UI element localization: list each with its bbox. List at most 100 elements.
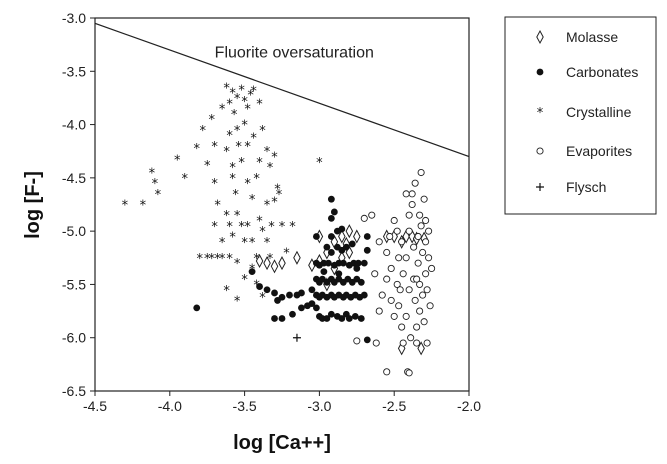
crystalline-point: * [274, 183, 281, 198]
crystalline-point: * [238, 220, 245, 235]
crystalline-point: * [267, 161, 274, 176]
crystalline-point: * [259, 291, 266, 306]
carbonates-point [357, 315, 365, 322]
carbonates-point [342, 243, 350, 251]
carbonates-point [263, 286, 271, 294]
crystalline-point: * [140, 199, 147, 214]
evaporites-point [419, 291, 427, 299]
crystalline-point: * [219, 252, 226, 267]
molasse-point [255, 253, 264, 269]
evaporites-point [420, 195, 428, 203]
x-tick-label: -4.0 [158, 398, 182, 414]
carbonates-point [256, 283, 263, 290]
evaporites-point [411, 179, 419, 187]
evaporites-point [405, 227, 413, 235]
crystalline-point: * [241, 236, 248, 251]
carbonates-point [320, 268, 328, 276]
evaporites-point [422, 216, 430, 225]
carbonates-point [289, 310, 296, 318]
evaporites-point [405, 369, 413, 377]
evaporites-point [413, 339, 421, 347]
evaporites-point [371, 270, 379, 278]
carbonates-point [327, 310, 335, 318]
evaporites-point [402, 254, 410, 262]
evaporites-point [425, 227, 433, 235]
legend-molasse-marker [536, 29, 544, 45]
carbonates-point [278, 293, 286, 301]
carbonates-point [330, 208, 338, 216]
crystalline-point: * [238, 156, 245, 171]
crystalline-point: * [196, 252, 203, 267]
carbonates-point [327, 214, 335, 222]
legend-box [504, 16, 657, 215]
carbonates-point [327, 233, 335, 240]
carbonates-point [278, 315, 286, 322]
evaporites-point [396, 286, 404, 294]
x-tick-label: -2.5 [382, 398, 406, 414]
legend-evaporites-marker [536, 147, 544, 155]
evaporites-point [407, 334, 415, 342]
crystalline-point: * [229, 172, 236, 187]
crystalline-point: * [244, 103, 251, 118]
evaporites-point [413, 275, 421, 283]
evaporites-point [368, 211, 376, 219]
molasse-point [263, 256, 271, 271]
evaporites-point [387, 264, 395, 272]
crystalline-point: * [234, 257, 241, 272]
crystalline-point: * [234, 294, 241, 309]
carbonates-point [363, 233, 371, 240]
y-tick-label: -4.0 [62, 117, 86, 133]
evaporites-point [399, 270, 407, 278]
legend-crystalline-marker: * [537, 106, 544, 121]
carbonates-point [271, 315, 278, 322]
crystalline-point: * [208, 113, 215, 128]
crystalline-point: * [182, 172, 189, 187]
crystalline-point: * [231, 108, 238, 123]
crystalline-point: * [256, 214, 263, 229]
evaporites-point [428, 264, 436, 272]
evaporites-point [393, 280, 401, 288]
evaporites-point [399, 339, 407, 347]
carbonates-point [354, 259, 362, 267]
crystalline-point: * [250, 131, 257, 146]
evaporites-point [423, 286, 431, 294]
evaporites-point [425, 254, 433, 262]
crystalline-point: * [229, 87, 236, 102]
evaporites-point [386, 232, 394, 241]
carbonates-point [339, 259, 347, 267]
carbonates-point [327, 195, 335, 203]
evaporites-point [383, 248, 391, 257]
y-tick-label: -3.5 [62, 63, 86, 79]
carbonates-point [313, 304, 320, 312]
y-axis-title: log [F-] [22, 171, 44, 239]
crystalline-point: * [283, 246, 290, 261]
crystalline-point: * [289, 220, 296, 235]
carbonates-point [345, 315, 353, 322]
evaporites-point [426, 302, 434, 310]
carbonates-point [324, 259, 332, 267]
crystalline-point: * [264, 145, 271, 160]
x-axis-title: log [Ca++] [233, 432, 331, 454]
crystalline-point: * [268, 220, 275, 235]
evaporites-point [411, 296, 419, 304]
crystalline-point: * [193, 142, 200, 157]
saturation-line [95, 22, 469, 158]
crystalline-point: * [199, 124, 206, 139]
carbonates-point [248, 268, 256, 276]
crystalline-point: * [208, 252, 215, 267]
crystalline-point: * [253, 252, 260, 267]
crystalline-point: * [241, 95, 248, 110]
evaporites-point [402, 190, 410, 198]
legend-carbonates-label: Carbonates [566, 64, 638, 80]
crystalline-point: * [214, 252, 221, 267]
crystalline-point: * [234, 124, 241, 139]
molasse-point [293, 250, 301, 265]
legend-flysch-marker [536, 183, 544, 191]
evaporites-point [387, 296, 395, 304]
evaporites-point [393, 227, 401, 235]
carbonates-point [353, 265, 361, 272]
carbonates-point [323, 315, 331, 322]
crystalline-point: * [122, 199, 129, 214]
x-tick-label: -4.5 [83, 398, 107, 414]
